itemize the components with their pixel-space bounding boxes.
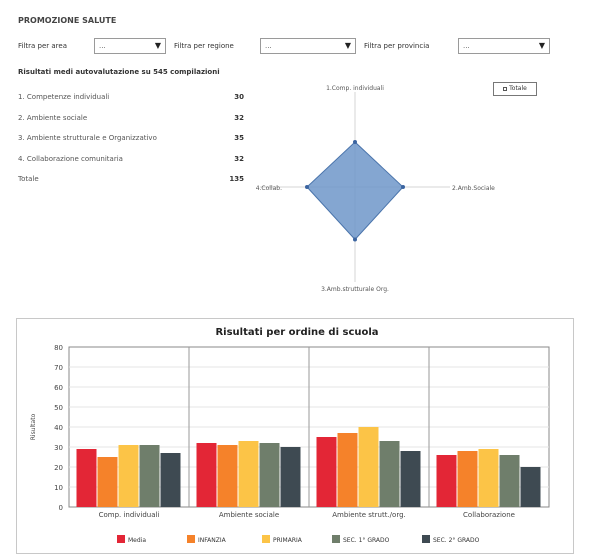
bar bbox=[238, 441, 259, 507]
radar-point bbox=[353, 237, 357, 242]
bar bbox=[499, 455, 520, 507]
y-tick-label: 30 bbox=[54, 444, 63, 452]
bar bbox=[379, 441, 400, 507]
legend-swatch bbox=[117, 535, 125, 543]
filter-bar: Filtra per area ... ▼ Filtra per regione… bbox=[18, 38, 558, 56]
filter-region-label: Filtra per regione bbox=[174, 42, 234, 50]
radar-legend-toggle[interactable]: Totale bbox=[493, 82, 537, 96]
y-axis-label: Risultato bbox=[30, 413, 37, 440]
bar bbox=[97, 457, 118, 507]
bar bbox=[196, 443, 217, 507]
bar bbox=[520, 467, 541, 507]
x-tick-label: Comp. individuali bbox=[99, 511, 160, 519]
filter-region-value: ... bbox=[265, 42, 272, 50]
x-tick-label: Ambiente strutt./org. bbox=[332, 511, 406, 519]
bar bbox=[337, 433, 358, 507]
bar bbox=[280, 447, 301, 507]
summary-label: 1. Competenze individuali bbox=[18, 93, 110, 101]
summary-value: 32 bbox=[234, 155, 244, 163]
legend-swatch bbox=[262, 535, 270, 543]
radar-point bbox=[401, 185, 405, 189]
legend-label: PRIMARIA bbox=[273, 537, 303, 544]
y-tick-label: 20 bbox=[54, 464, 63, 472]
bar bbox=[118, 445, 139, 507]
legend-label: SEC. 1° GRADO bbox=[343, 537, 390, 544]
checkbox-icon bbox=[503, 86, 508, 91]
y-tick-label: 50 bbox=[54, 404, 63, 412]
bar-chart: Risultati per ordine di scuola 0 10 20 30 40 5… bbox=[30, 327, 550, 544]
radar-point bbox=[305, 185, 309, 189]
summary-row: 1. Competenze individuali 30 bbox=[18, 93, 244, 107]
filter-province-value: ... bbox=[463, 42, 470, 50]
chevron-down-icon: ▼ bbox=[538, 41, 545, 50]
y-tick-label: 40 bbox=[54, 424, 63, 432]
x-tick-label: Ambiente sociale bbox=[219, 511, 279, 519]
bar-chart-panel: Risultati per ordine di scuola 0 10 20 30 40 5… bbox=[16, 318, 574, 554]
summary-value: 135 bbox=[229, 175, 244, 183]
summary-row: 4. Collaborazione comunitaria 32 bbox=[18, 155, 244, 169]
legend-label: SEC. 2° GRADO bbox=[433, 537, 480, 544]
radar-axis-label: 3.Amb.strutturale Org. bbox=[321, 286, 389, 293]
filter-region-select[interactable]: ... ▼ bbox=[260, 38, 356, 54]
bar bbox=[478, 449, 499, 507]
radar-axis-label: 1.Comp. individuali bbox=[326, 85, 384, 92]
radar-legend-label: Totale bbox=[509, 85, 527, 92]
y-tick-label: 10 bbox=[54, 484, 63, 492]
y-tick-label: 80 bbox=[54, 344, 63, 352]
bar bbox=[139, 445, 160, 507]
summary-label: Totale bbox=[18, 175, 39, 183]
radar-series-area bbox=[306, 141, 404, 241]
bar bbox=[400, 451, 421, 507]
y-tick-label: 0 bbox=[59, 504, 63, 512]
bar bbox=[217, 445, 238, 507]
bar bbox=[316, 437, 337, 507]
legend-swatch bbox=[187, 535, 195, 543]
summary-value: 35 bbox=[234, 134, 244, 142]
chevron-down-icon: ▼ bbox=[344, 41, 351, 50]
x-tick-label: Collaborazione bbox=[463, 511, 515, 519]
bar bbox=[457, 451, 478, 507]
summary-row-total: Totale 135 bbox=[18, 175, 244, 189]
chevron-down-icon: ▼ bbox=[154, 41, 161, 50]
filter-area-label: Filtra per area bbox=[18, 42, 68, 50]
summary-value: 32 bbox=[234, 114, 244, 122]
summary-label: 4. Collaborazione comunitaria bbox=[18, 155, 123, 163]
radar-point bbox=[353, 140, 357, 144]
summary-value: 30 bbox=[234, 93, 244, 101]
filter-area-value: ... bbox=[99, 42, 106, 50]
radar-chart: 1.Comp. individuali 2.Amb.Sociale 3.Amb.st… bbox=[256, 85, 495, 293]
y-tick-label: 70 bbox=[54, 364, 63, 372]
chart-title: Risultati per ordine di scuola bbox=[215, 327, 378, 338]
legend-label: Media bbox=[128, 537, 146, 544]
summary-row: 2. Ambiente sociale 32 bbox=[18, 114, 244, 128]
filter-province-select[interactable]: ... ▼ bbox=[458, 38, 550, 54]
filter-province-label: Filtra per provincia bbox=[364, 42, 430, 50]
legend-label: INFANZIA bbox=[198, 537, 227, 544]
filter-area-select[interactable]: ... ▼ bbox=[94, 38, 166, 54]
legend-swatch bbox=[332, 535, 340, 543]
bar bbox=[436, 455, 457, 507]
summary-row: 3. Ambiente strutturale e Organizzativo … bbox=[18, 134, 244, 148]
summary-label: 3. Ambiente strutturale e Organizzativo bbox=[18, 134, 157, 142]
summary-label: 2. Ambiente sociale bbox=[18, 114, 88, 122]
summary-title: Risultati medi autovalutazione su 545 co… bbox=[18, 68, 220, 76]
bar bbox=[358, 427, 379, 507]
legend-swatch bbox=[422, 535, 430, 543]
page-title: PROMOZIONE SALUTE bbox=[18, 16, 117, 25]
y-tick-label: 60 bbox=[54, 384, 63, 392]
radar-axis-label: 4.Collab. bbox=[256, 185, 282, 192]
bar bbox=[160, 453, 181, 507]
radar-axis-label: 2.Amb.Sociale bbox=[452, 185, 495, 192]
bar bbox=[259, 443, 280, 507]
bar bbox=[76, 449, 97, 507]
